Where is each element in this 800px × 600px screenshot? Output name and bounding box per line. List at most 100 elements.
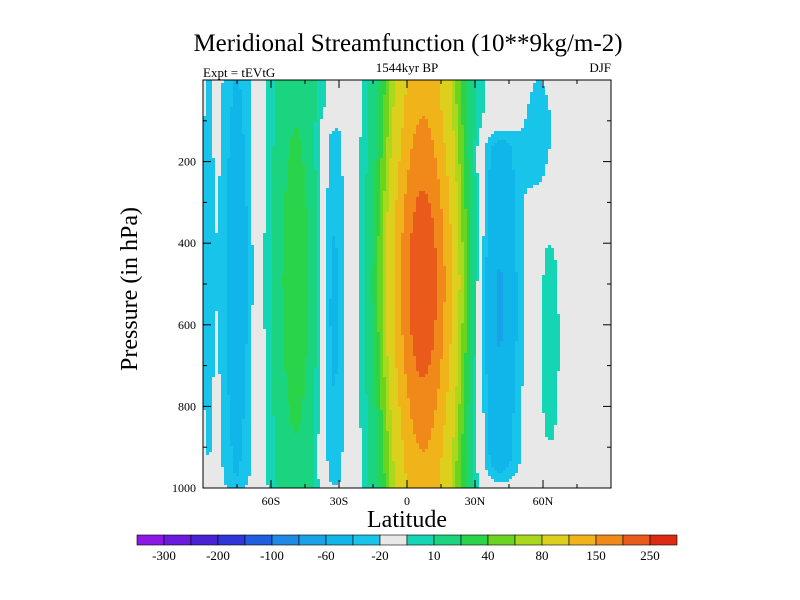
contour-band (452, 335, 458, 338)
contour-band (338, 284, 344, 287)
contour-band (266, 164, 272, 167)
contour-band (266, 158, 272, 161)
contour-band (467, 461, 473, 464)
contour-band (218, 314, 227, 317)
contour-band (386, 482, 389, 485)
contour-band (329, 161, 341, 164)
contour-band (326, 377, 332, 380)
contour-band (524, 365, 542, 368)
contour-band (476, 284, 482, 287)
contour-band (245, 350, 251, 353)
contour-band (272, 335, 284, 338)
contour-band (476, 164, 485, 167)
contour-band (386, 182, 389, 185)
contour-band (317, 347, 320, 350)
contour-band (326, 329, 332, 332)
contour-band (344, 434, 362, 437)
contour-band (284, 311, 308, 314)
contour-band (359, 353, 365, 356)
contour-band (251, 170, 266, 173)
contour-band (371, 287, 377, 290)
contour-band (479, 269, 482, 272)
contour-band (332, 254, 338, 257)
contour-band (527, 113, 551, 116)
contour-band (314, 383, 320, 386)
contour-band (203, 98, 206, 101)
contour-band (254, 254, 263, 257)
contour-band (464, 317, 467, 320)
contour-band (464, 398, 470, 401)
contour-band (407, 170, 437, 173)
contour-band (389, 107, 392, 110)
contour-band (359, 293, 365, 296)
contour-band (227, 314, 248, 317)
contour-band (488, 224, 515, 227)
contour-band (281, 284, 308, 287)
contour-band (389, 104, 395, 107)
contour-band (368, 431, 377, 434)
contour-band (413, 140, 434, 143)
contour-band (527, 191, 611, 194)
contour-band (251, 308, 263, 311)
contour-band (377, 449, 383, 452)
contour-band (386, 302, 395, 305)
contour-band (380, 182, 386, 185)
contour-band (383, 428, 386, 431)
contour-band (389, 431, 392, 434)
contour-band (524, 284, 542, 287)
contour-band (317, 287, 320, 290)
contour-band (377, 263, 383, 266)
contour-band (422, 116, 425, 119)
contour-band (386, 143, 392, 146)
contour-band (479, 134, 491, 137)
contour-band (389, 446, 392, 449)
contour-band (443, 242, 452, 245)
contour-band (389, 359, 395, 362)
contour-band (227, 272, 248, 275)
contour-band (560, 359, 611, 362)
contour-band (272, 260, 284, 263)
contour-band (491, 146, 512, 149)
contour-band (317, 284, 320, 287)
contour-band (389, 449, 392, 452)
contour-band (551, 131, 611, 134)
contour-band (545, 269, 557, 272)
contour-band (395, 260, 401, 263)
contour-band (404, 350, 413, 353)
contour-band (263, 287, 272, 290)
contour-band (383, 374, 389, 377)
contour-band (521, 389, 542, 392)
contour-band (497, 314, 503, 317)
contour-band (266, 440, 275, 443)
contour-band (389, 470, 395, 473)
colorbar-swatch (190, 534, 219, 546)
contour-band (245, 185, 251, 188)
contour-band (359, 146, 368, 149)
y-axis-title: Pressure (in hPa) (117, 207, 143, 371)
contour-band (560, 332, 611, 335)
contour-band (476, 155, 485, 158)
contour-band (476, 365, 482, 368)
contour-band (437, 404, 446, 407)
contour-band (206, 449, 212, 452)
contour-band (206, 443, 212, 446)
contour-band (251, 236, 263, 239)
contour-band (359, 425, 368, 428)
contour-band (419, 446, 428, 449)
contour-band (329, 317, 338, 320)
contour-band (317, 458, 326, 461)
contour-band (368, 86, 377, 89)
contour-band (320, 371, 326, 374)
contour-band (434, 329, 443, 332)
contour-band (284, 365, 305, 368)
contour-band (377, 128, 383, 131)
contour-band (467, 242, 470, 245)
contour-band (434, 239, 443, 242)
contour-band (326, 101, 362, 104)
contour-band (467, 320, 470, 323)
contour-band (221, 395, 230, 398)
contour-band (395, 359, 404, 362)
contour-band (476, 344, 482, 347)
contour-band (320, 173, 329, 176)
contour-band (275, 458, 314, 461)
